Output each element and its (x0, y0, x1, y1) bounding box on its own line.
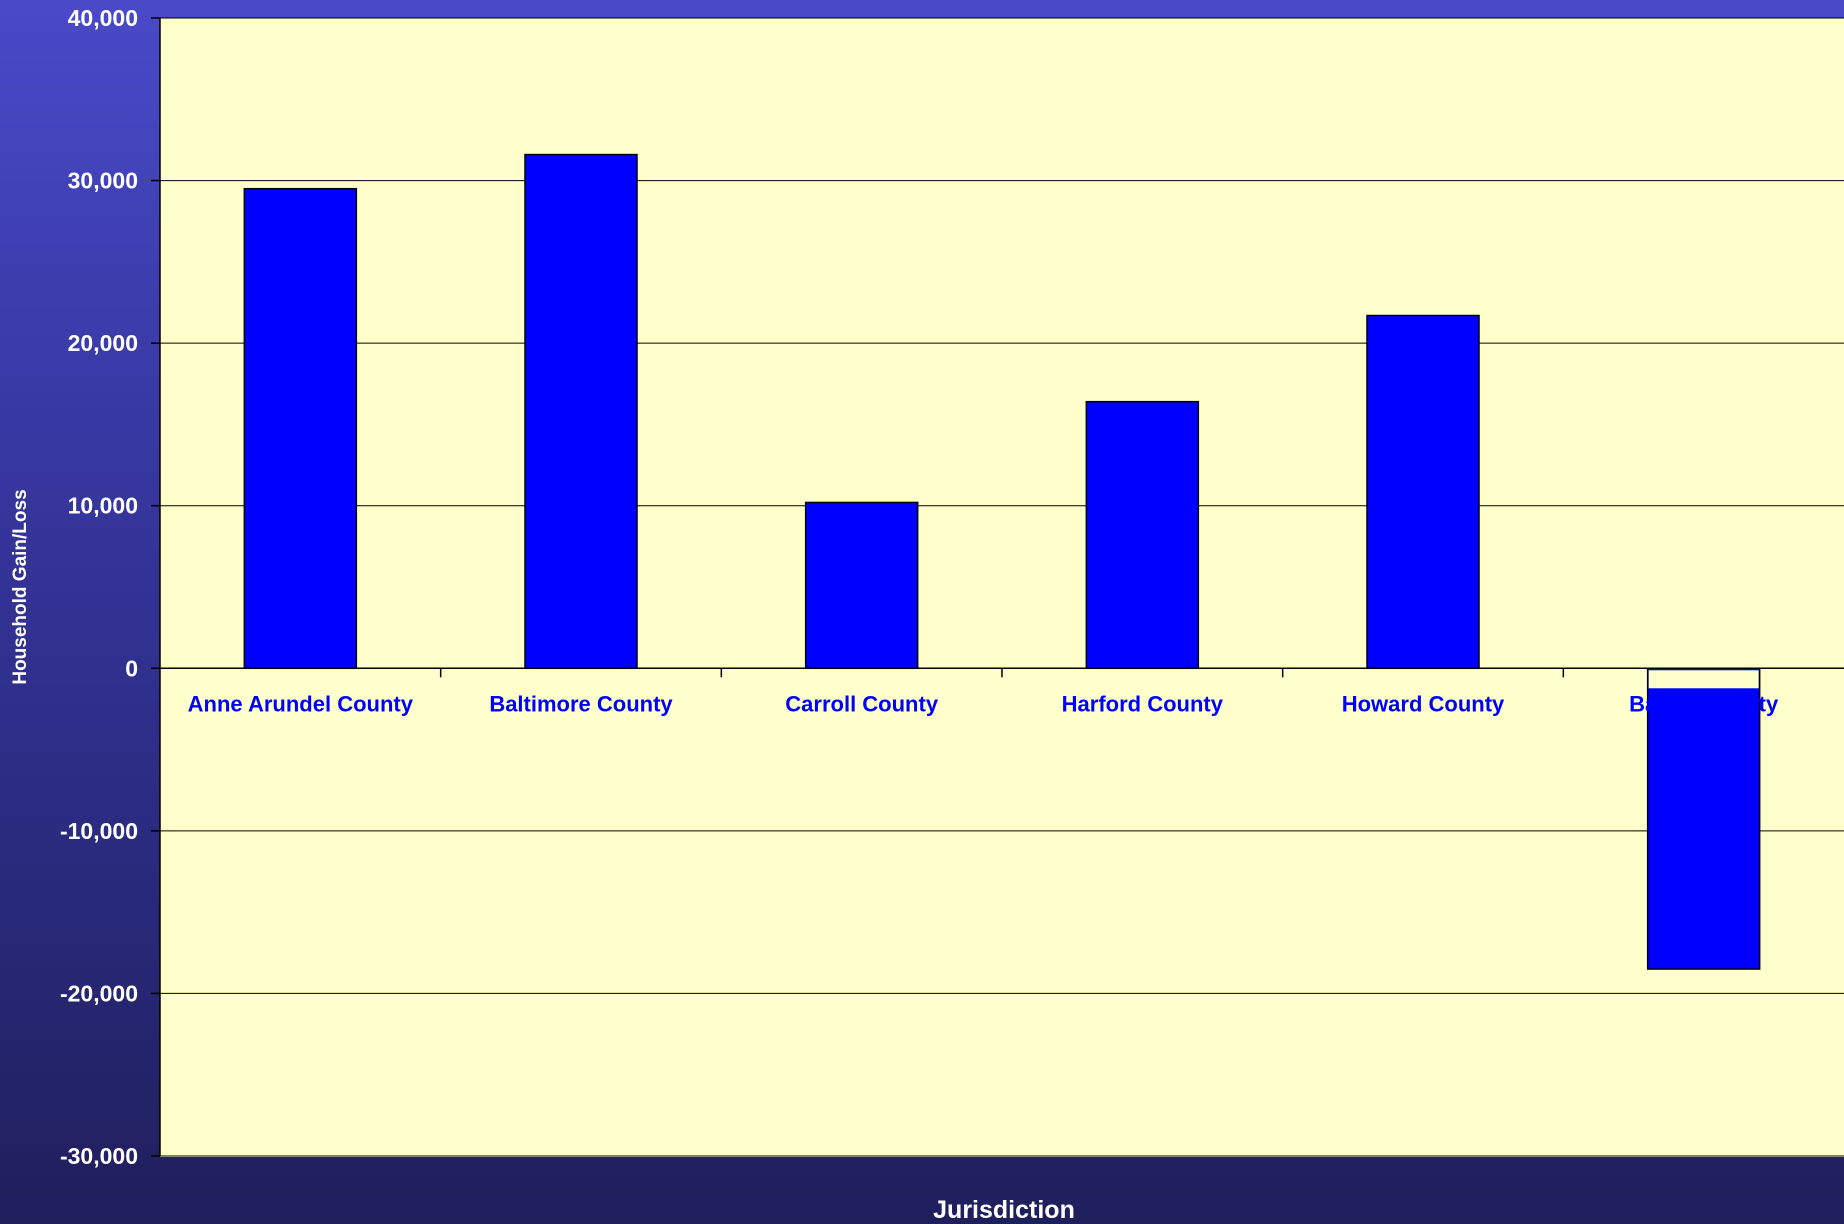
bar (804, 501, 919, 670)
y-tick-label: 20,000 (68, 330, 138, 356)
bar (1085, 400, 1200, 670)
y-tick-label: 10,000 (68, 493, 138, 519)
y-axis-ticks: 40,000 30,000 20,000 10,000 0 -10,000 -20,000 -… (60, 5, 161, 1169)
bar (1646, 667, 1761, 970)
y-tick-label: -10,000 (60, 818, 138, 844)
bars (243, 153, 1761, 970)
category-label: Howard County (1342, 691, 1505, 716)
y-tick-label: 0 (125, 655, 138, 681)
x-axis-title: Jurisdiction (933, 1196, 1075, 1224)
bar (1366, 314, 1480, 670)
y-tick-label: 40,000 (68, 5, 138, 31)
category-label: Baltimore City (1629, 691, 1779, 716)
plot-area (160, 18, 1844, 1156)
y-tick-label: -20,000 (60, 980, 138, 1006)
category-label: Anne Arundel County (188, 691, 414, 716)
bar (243, 187, 358, 670)
y-tick-label: 30,000 (68, 168, 138, 194)
y-tick-label: -30,000 (60, 1143, 138, 1169)
x-axis-ticks (160, 667, 1844, 678)
category-label: Harford County (1062, 691, 1224, 716)
category-label: Carroll County (785, 691, 939, 716)
category-label-backdrop (1648, 670, 1759, 689)
category-label: Baltimore County (489, 691, 673, 716)
bar (524, 153, 638, 670)
category-labels: Anne Arundel County Baltimore County Carro… (188, 670, 1779, 716)
y-axis-title: Household Gain/Loss (10, 489, 31, 684)
